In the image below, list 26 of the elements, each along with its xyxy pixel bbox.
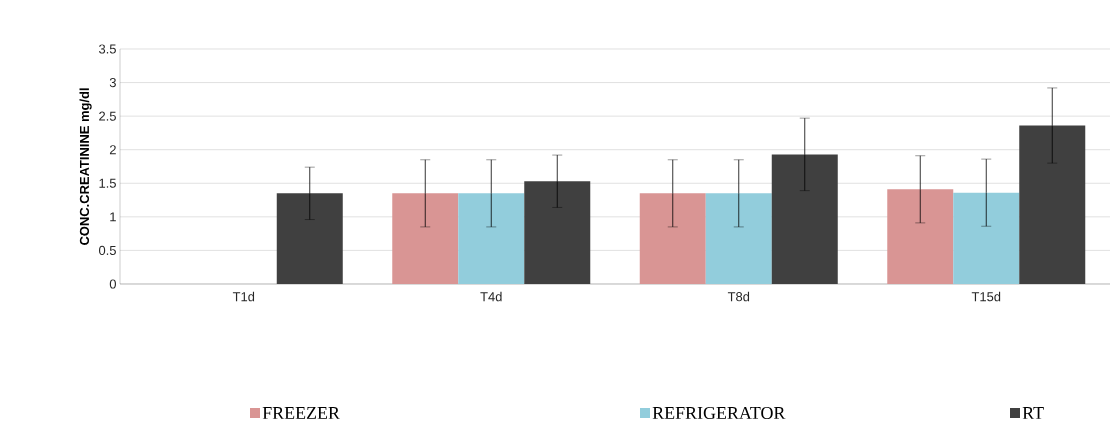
- y-tick-label: 1.5: [99, 178, 116, 188]
- bar: [887, 189, 954, 284]
- y-tick-label: 2.5: [99, 111, 116, 121]
- x-tick-label: T1d: [232, 291, 255, 302]
- bar: [953, 192, 1020, 284]
- x-tick-label: T15d: [971, 291, 1001, 302]
- y-tick-label: 0: [109, 279, 116, 289]
- bar: [392, 193, 459, 284]
- x-tick-label: T8d: [727, 291, 750, 302]
- legend-label: FREEZER: [262, 407, 340, 419]
- bar: [1019, 125, 1086, 284]
- bar: [639, 193, 706, 284]
- y-tick-label: 3: [109, 77, 116, 88]
- legend-label: RT: [1022, 407, 1044, 419]
- y-axis-title: CONC.CREATININE mg/dl: [79, 88, 92, 245]
- y-tick-label: 2: [109, 145, 116, 155]
- bar: [276, 193, 343, 284]
- bar: [458, 193, 525, 284]
- bar: [524, 181, 591, 284]
- y-tick-label: 1: [110, 212, 116, 222]
- bar: [771, 154, 838, 284]
- y-tick-label: 0.5: [98, 245, 116, 255]
- bar: [705, 193, 772, 284]
- legend-label: REFRIGERATOR: [652, 406, 786, 420]
- y-tick-label: 3.5: [98, 44, 116, 54]
- x-tick-label: T4d: [480, 291, 502, 302]
